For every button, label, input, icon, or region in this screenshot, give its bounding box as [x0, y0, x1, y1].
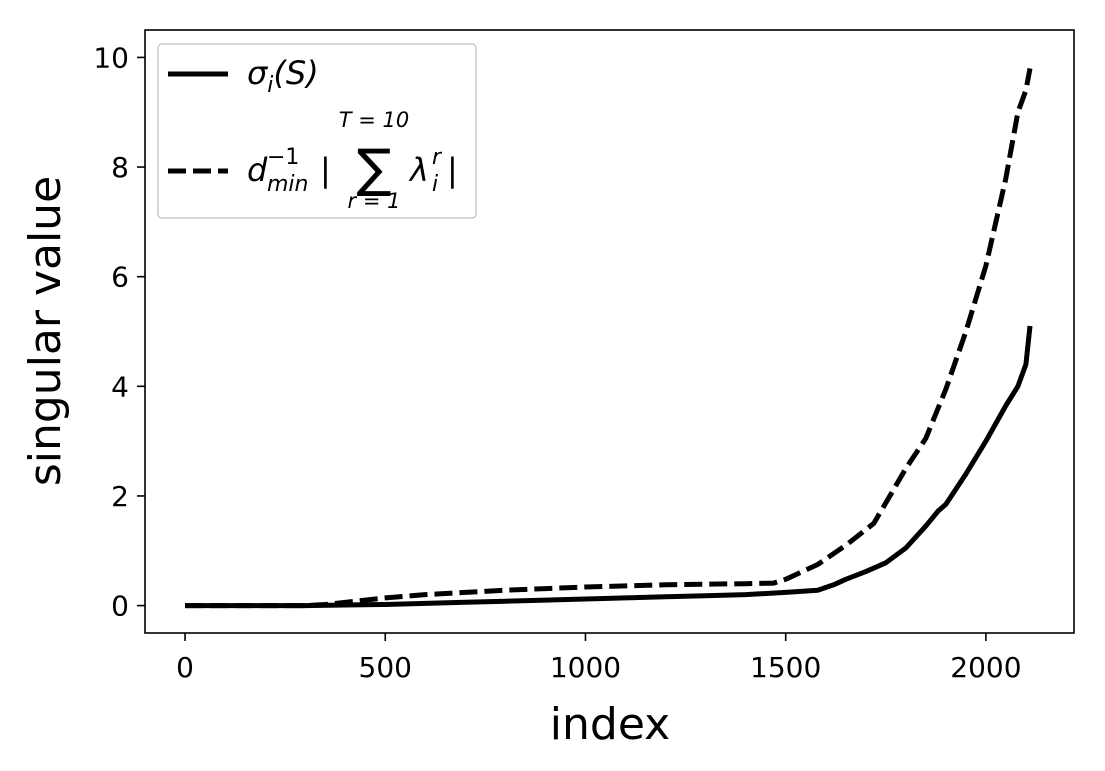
- series-layer: [185, 67, 1033, 609]
- legend-lambda-sup: r: [432, 145, 443, 170]
- legend-bar-close: |: [447, 151, 458, 189]
- legend-sum-top: T = 10: [339, 108, 410, 132]
- legend: σi(S) d −1 min | T = 10 ∑ r = 1 λ r i |: [157, 43, 477, 219]
- x-tick-label: 500: [359, 651, 412, 684]
- legend-lambda: λ: [408, 151, 429, 189]
- legend-sum-bottom: r = 1: [348, 189, 401, 213]
- plot-frame: [144, 29, 1075, 634]
- x-axis-ticks: 0 500 1000 1500 2000: [176, 633, 1022, 684]
- legend-label-sum: d −1 min | T = 10 ∑ r = 1 λ r i |: [247, 108, 458, 213]
- x-axis-title: index: [550, 699, 670, 750]
- legend-box: [157, 43, 477, 219]
- legend-lambda-sub: i: [432, 172, 438, 197]
- y-tick-label: 8: [111, 151, 129, 184]
- legend-bar-open: |: [320, 151, 331, 189]
- y-tick-label: 6: [111, 261, 129, 294]
- x-tick-label: 1000: [550, 651, 621, 684]
- series-line-dashed: [185, 67, 1033, 609]
- y-axis-ticks: 0 2 4 6 8 10: [93, 41, 145, 623]
- y-tick-label: 2: [111, 480, 129, 513]
- y-tick-label: 10: [93, 41, 129, 74]
- x-tick-label: 0: [176, 651, 194, 684]
- legend-sum-symbol: ∑: [356, 139, 391, 199]
- x-tick-label: 1500: [750, 651, 821, 684]
- legend-d-sub: min: [267, 172, 309, 197]
- legend-d: d: [247, 151, 268, 189]
- series-line-solid: [185, 325, 1033, 609]
- y-axis-title: singular value: [20, 176, 71, 486]
- legend-label-sigma: σi(S): [247, 54, 319, 98]
- legend-d-sup: −1: [267, 145, 299, 170]
- y-tick-label: 4: [111, 370, 129, 403]
- y-tick-label: 0: [111, 590, 129, 623]
- x-tick-label: 2000: [950, 651, 1021, 684]
